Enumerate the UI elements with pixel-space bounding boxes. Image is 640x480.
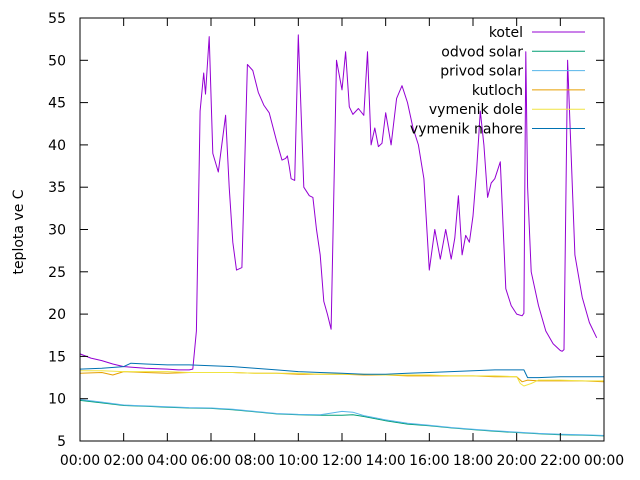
y-tick-label: 10 [48,392,66,408]
x-tick-label: 06:00 [191,453,231,469]
x-tick-label: 14:00 [365,453,405,469]
series-line-privod-solar [79,399,605,436]
x-tick-label: 16:00 [409,453,449,469]
y-tick-label: 25 [48,265,66,281]
series-layer [79,34,605,437]
x-tick-label: 22:00 [540,453,580,469]
legend-label: privod solar [440,64,523,80]
x-tick-label: 12:00 [322,453,362,469]
series-line-odvod-solar [79,399,605,437]
y-tick-label: 30 [48,223,66,239]
y-tick-label: 15 [48,349,66,365]
x-tick-label: 02:00 [103,453,143,469]
series-line-kotel [79,34,598,371]
y-tick-label: 35 [48,180,66,196]
legend-label: odvod solar [441,44,523,60]
legend-label: vymenik dole [429,102,523,118]
legend: kotel odvod solar privod solar kutloch vymen… [410,25,585,138]
y-axis-label-group: teplota ve C [11,189,27,274]
x-tick-label: 20:00 [496,453,536,469]
y-axis-label: teplota ve C [11,189,27,274]
y-tick-label: 45 [48,96,66,112]
legend-label: vymenik nahore [410,122,523,138]
x-tick-label: 04:00 [147,453,187,469]
y-tick-label: 20 [48,307,66,323]
x-tick-label: 10:00 [278,453,318,469]
y-tick-label: 5 [57,434,66,450]
x-tick-label: 18:00 [453,453,493,469]
x-tick-label: 08:00 [234,453,274,469]
legend-label: kutloch [472,83,523,99]
x-tick-label: 00:00 [60,453,100,469]
y-tick-label: 50 [48,53,66,69]
series-line-vymenik-nahore [79,362,604,379]
y-tick-label: 40 [48,138,66,154]
legend-label: kotel [489,25,523,41]
y-tick-label: 55 [48,11,66,27]
x-tick-label: 00:00 [584,453,624,469]
